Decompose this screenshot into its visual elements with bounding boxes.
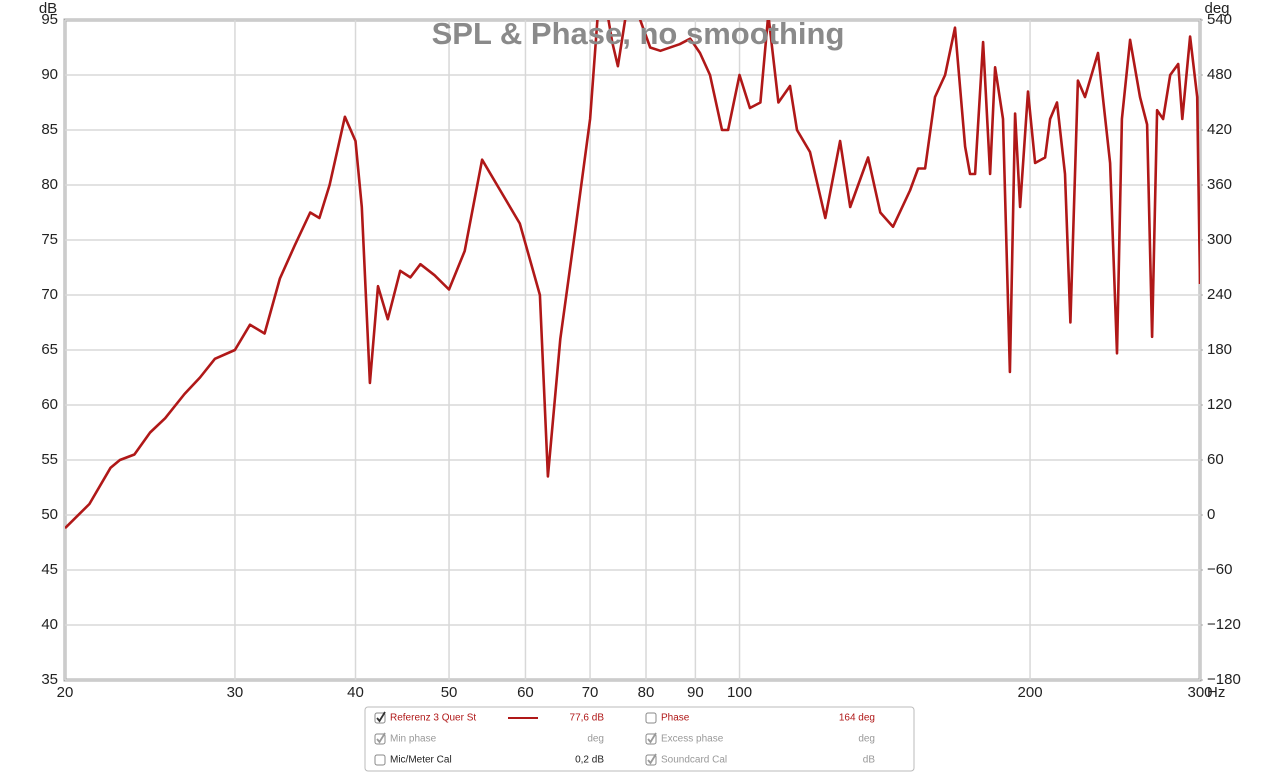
x-tick-label: 40 <box>347 684 364 701</box>
x-tick-label: 70 <box>582 684 599 701</box>
y2-tick-label: 420 <box>1207 121 1232 138</box>
legend-label: Mic/Meter Cal <box>390 755 452 766</box>
x-tick-label: 30 <box>227 684 244 701</box>
checkmark <box>647 732 657 744</box>
y-tick-label: 55 <box>41 451 58 468</box>
legend-label: Min phase <box>390 734 437 745</box>
legend-panel <box>364 706 915 772</box>
legend-label: Soundcard Cal <box>661 755 727 766</box>
y-tick-label: 85 <box>41 121 58 138</box>
legend-readout: 77,6 dB <box>570 713 605 724</box>
x-tick-label: 50 <box>441 684 458 701</box>
legend-readout: 0,2 dB <box>575 755 604 766</box>
legend-label: Referenz 3 Quer St <box>390 713 476 724</box>
legend-label: Phase <box>661 713 690 724</box>
checkmark <box>376 711 386 723</box>
y2-tick-label: 480 <box>1207 66 1232 83</box>
y-tick-label: 90 <box>41 66 58 83</box>
y2-tick-label: −120 <box>1207 616 1241 633</box>
legend: Referenz 3 Quer St 77,6 dB Phase 164 deg Min… <box>374 711 876 766</box>
legend-readout: 164 deg <box>839 713 875 724</box>
legend-readout: dB <box>863 755 876 766</box>
x-tick-label: 200 <box>1018 684 1043 701</box>
y-tick-label: 65 <box>41 341 58 358</box>
y2-tick-label: 240 <box>1207 286 1232 303</box>
x-tick-label: 300 <box>1187 684 1212 701</box>
y-tick-label: 80 <box>41 176 58 193</box>
y2-tick-label: −60 <box>1207 561 1232 578</box>
x-tick-label: 90 <box>687 684 704 701</box>
y2-tick-label: −180 <box>1207 671 1241 688</box>
y-tick-label: 35 <box>41 671 58 688</box>
chart-title: SPL & Phase, no smoothing <box>432 16 845 51</box>
y-tick-label: 50 <box>41 506 58 523</box>
y2-tick-label: 0 <box>1207 506 1215 523</box>
y2-tick-label: 540 <box>1207 11 1232 28</box>
x-axis-label: Hz <box>1207 684 1225 701</box>
y-tick-label: 45 <box>41 561 58 578</box>
y2-tick-label: 60 <box>1207 451 1224 468</box>
checkbox[interactable] <box>645 712 657 724</box>
legend-readout: deg <box>858 734 875 745</box>
y-tick-label: 60 <box>41 396 58 413</box>
checkmark <box>647 753 657 765</box>
x-tick-label: 60 <box>517 684 534 701</box>
y2-tick-label: 360 <box>1207 176 1232 193</box>
legend-readout: deg <box>587 734 604 745</box>
legend-label: Excess phase <box>661 734 724 745</box>
checkmark <box>376 732 386 744</box>
y2-tick-label: 300 <box>1207 231 1232 248</box>
y-tick-label: 95 <box>41 11 58 28</box>
plot-area <box>65 20 1200 530</box>
y2-axis-label: deg <box>1204 0 1229 17</box>
y-axis-label: dB <box>39 0 57 17</box>
x-tick-label: 100 <box>727 684 752 701</box>
x-tick-label: 80 <box>638 684 655 701</box>
series-line <box>65 20 1200 530</box>
x-tick-label: 20 <box>57 684 74 701</box>
checkbox[interactable] <box>374 754 386 766</box>
y2-tick-label: 120 <box>1207 396 1232 413</box>
y-tick-label: 70 <box>41 286 58 303</box>
y2-tick-label: 180 <box>1207 341 1232 358</box>
y-tick-label: 75 <box>41 231 58 248</box>
y-tick-label: 40 <box>41 616 58 633</box>
